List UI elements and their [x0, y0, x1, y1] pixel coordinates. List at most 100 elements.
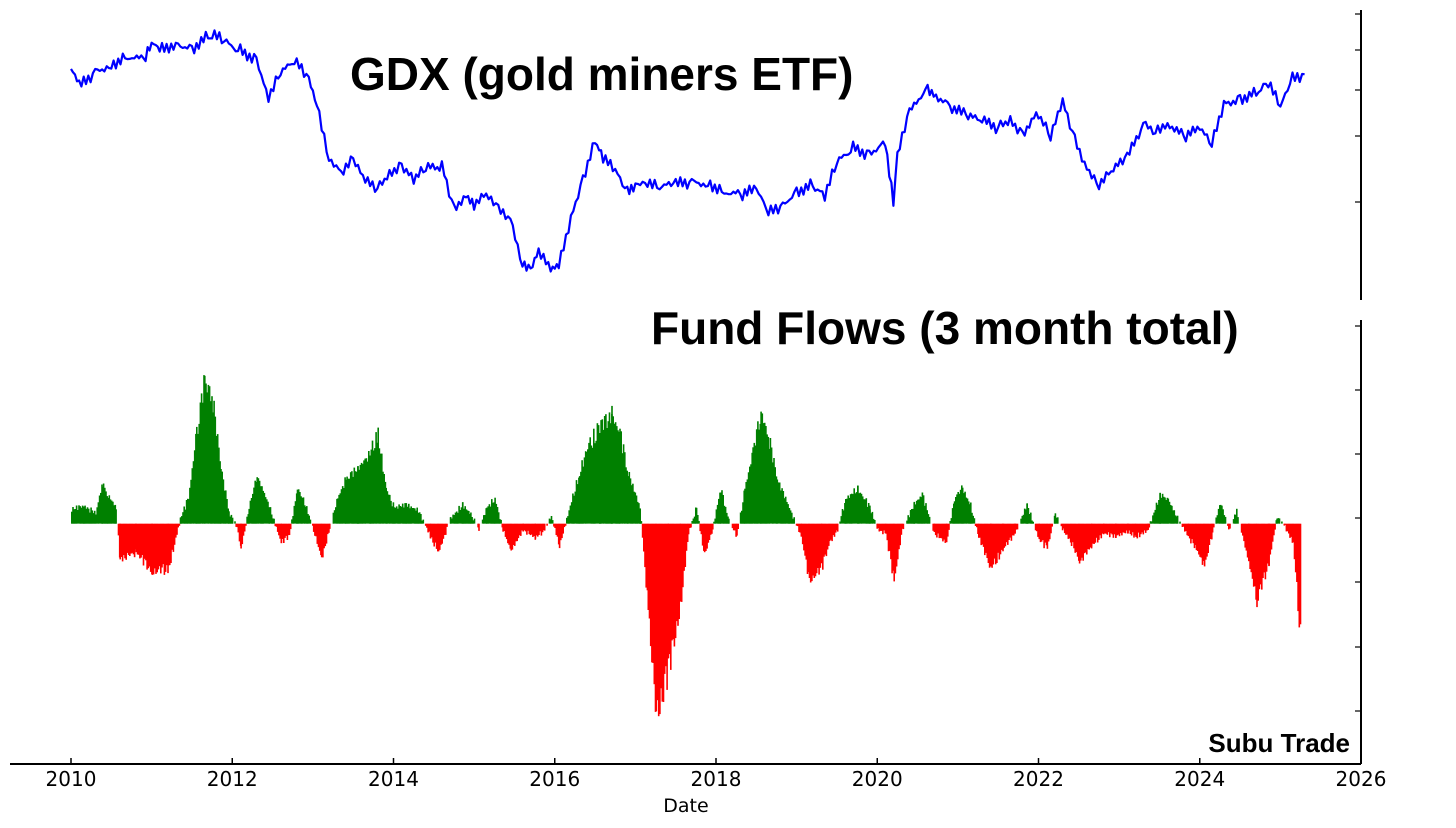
- x-tick-label: 2010: [46, 767, 97, 791]
- outflow-bar: [1133, 523, 1135, 538]
- outflow-bar: [992, 523, 995, 565]
- outflow-bar: [1103, 523, 1105, 535]
- outflow-bar: [157, 523, 160, 570]
- inflow-bar: [115, 509, 117, 524]
- outflow-bar: [280, 523, 283, 544]
- outflow-bar: [1049, 523, 1051, 540]
- outflow-bar: [1190, 523, 1192, 544]
- outflow-bar: [1104, 523, 1106, 534]
- outflow-bar: [1267, 523, 1269, 564]
- outflow-bar: [990, 523, 992, 567]
- inflow-bar: [605, 414, 607, 524]
- inflow-bar: [462, 502, 464, 524]
- inflow-bar: [404, 503, 406, 524]
- inflow-bar: [874, 520, 876, 524]
- outflow-bar: [1292, 523, 1295, 543]
- outflow-bar: [123, 523, 125, 556]
- inflow-bar: [594, 443, 596, 524]
- inflow-bar: [723, 505, 726, 524]
- inflow-bar: [576, 484, 579, 524]
- outflow-bar: [1010, 523, 1013, 541]
- inflow-bar: [691, 521, 693, 524]
- inflow-bar: [636, 501, 639, 524]
- outflow-bar: [317, 523, 320, 548]
- inflow-bar: [187, 498, 189, 524]
- outflow-bar: [662, 523, 665, 702]
- outflow-bar: [984, 523, 986, 556]
- x-tick-label: 2012: [207, 767, 258, 791]
- inflow-bar: [470, 512, 472, 524]
- outflow-bar: [1076, 523, 1079, 557]
- inflow-bar: [357, 466, 359, 524]
- outflow-bar: [1228, 523, 1230, 530]
- inflow-bar: [246, 516, 248, 524]
- inflow-bar: [91, 510, 94, 524]
- inflow-bar: [854, 493, 857, 524]
- outflow-bar: [542, 523, 545, 531]
- inflow-bar: [909, 510, 912, 524]
- outflow-bar: [540, 523, 543, 536]
- outflow-bar: [1265, 523, 1268, 572]
- inflow-bar: [491, 499, 493, 524]
- inflow-bar: [1150, 521, 1153, 524]
- outflow-bar: [1075, 523, 1078, 553]
- outflow-bar: [1288, 523, 1290, 534]
- inflow-bar: [86, 507, 89, 524]
- inflow-bar: [1223, 515, 1226, 524]
- outflow-bar: [1213, 523, 1215, 528]
- inflow-bar: [93, 510, 96, 524]
- outflow-bar: [1082, 523, 1084, 561]
- inflow-bar: [1021, 515, 1024, 524]
- inflow-bar: [1054, 513, 1057, 524]
- outflow-bar: [988, 523, 991, 568]
- inflow-bar: [377, 427, 379, 524]
- outflow-bar: [1061, 523, 1064, 531]
- inflow-bar: [619, 428, 621, 524]
- inflow-bar: [420, 514, 422, 524]
- inflow-bar: [335, 507, 337, 524]
- inflow-bar: [606, 428, 608, 524]
- inflow-bar: [1216, 515, 1219, 524]
- outflow-bar: [712, 523, 714, 530]
- outflow-bar: [674, 523, 677, 639]
- outflow-bar: [1081, 523, 1083, 558]
- outflow-bar: [445, 523, 447, 535]
- outflow-bar: [1240, 523, 1243, 533]
- outflow-bar: [678, 523, 680, 619]
- outflow-bar: [974, 523, 977, 526]
- outflow-bar: [1256, 523, 1258, 608]
- inflow-bar: [333, 510, 336, 524]
- outflow-bar: [987, 523, 990, 563]
- inflow-bar: [226, 499, 228, 524]
- outflow-bar: [895, 523, 898, 567]
- inflow-bar: [959, 489, 962, 524]
- inflow-bar: [1055, 517, 1058, 524]
- inflow-bar: [1156, 504, 1159, 524]
- inflow-bar: [346, 476, 348, 524]
- outflow-bar: [553, 523, 555, 527]
- inflow-bar: [570, 502, 573, 524]
- inflow-bar: [198, 423, 200, 524]
- inflow-bar: [927, 514, 930, 524]
- inflow-bar: [739, 512, 742, 524]
- outflow-bar: [891, 523, 893, 574]
- outflow-bar: [167, 523, 170, 566]
- inflow-bar: [499, 519, 501, 524]
- inflow-bar: [912, 508, 914, 524]
- inflow-bar: [263, 492, 266, 524]
- inflow-bar: [1276, 518, 1278, 524]
- inflow-bar: [612, 416, 614, 524]
- outflow-bar: [1146, 523, 1148, 531]
- inflow-bar: [742, 502, 744, 524]
- inflow-bar: [358, 469, 360, 524]
- outflow-bar: [158, 523, 161, 567]
- outflow-bar: [1246, 523, 1249, 558]
- inflow-bar: [751, 452, 753, 524]
- inflow-bar: [495, 503, 498, 524]
- outflow-bar: [312, 523, 315, 532]
- inflow-bar: [493, 502, 495, 524]
- outflow-bar: [1068, 523, 1071, 539]
- inflow-bar: [617, 430, 619, 524]
- outflow-bar: [564, 523, 567, 526]
- outflow-bar: [823, 523, 825, 557]
